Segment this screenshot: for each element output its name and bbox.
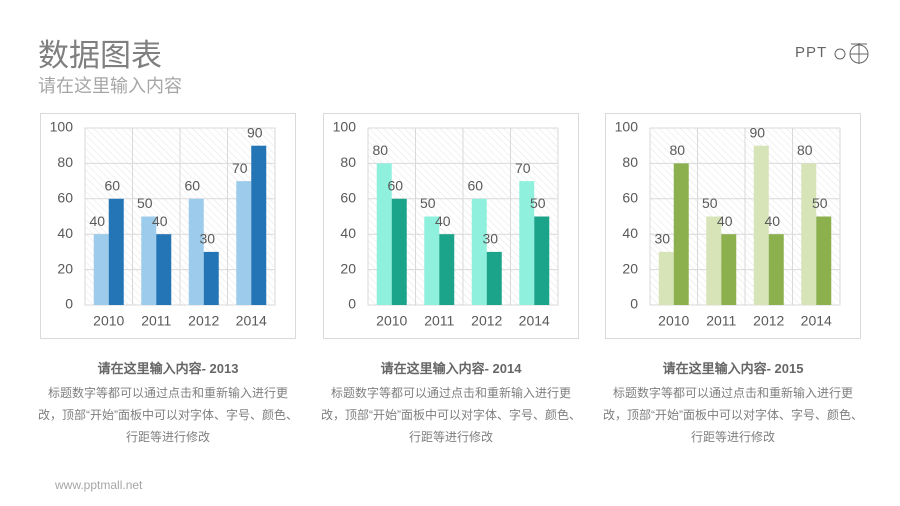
x-tick-label: 2010 xyxy=(93,313,124,329)
bar xyxy=(471,198,487,305)
logo: PPT xyxy=(795,40,874,66)
caption: 请在这里输入内容- 2014 标题数字等都可以通过点击和重新输入进行更改，顶部“开… xyxy=(321,358,581,448)
bar xyxy=(108,198,124,305)
value-label: 80 xyxy=(372,142,388,158)
y-tick-label: 80 xyxy=(622,154,638,170)
y-tick-label: 40 xyxy=(340,225,356,241)
value-label: 40 xyxy=(764,213,780,229)
value-label: 50 xyxy=(137,195,153,211)
value-label: 40 xyxy=(89,213,105,229)
value-label: 60 xyxy=(184,178,200,194)
y-tick-label: 40 xyxy=(622,225,638,241)
caption-text: 标题数字等都可以通过点击和重新输入进行更改，顶部“开始”面板中可以对字体、字号、… xyxy=(38,386,298,444)
y-tick-label: 0 xyxy=(630,296,638,312)
slide-subtitle: 请在这里输入内容 xyxy=(38,76,182,96)
caption: 请在这里输入内容- 2013 标题数字等都可以通过点击和重新输入进行更改，顶部“开… xyxy=(38,358,298,448)
bar xyxy=(486,251,502,305)
charts: 0 20 40 60 80 100 2010 40 60 2011 50 40 2012 60 30 2014… xyxy=(40,113,861,339)
x-tick-label: 2014 xyxy=(519,313,550,329)
value-label: 90 xyxy=(749,124,765,140)
value-label: 50 xyxy=(702,195,718,211)
y-tick-label: 20 xyxy=(622,260,638,276)
value-label: 60 xyxy=(104,178,120,194)
bar xyxy=(376,163,392,305)
bar xyxy=(753,145,769,305)
y-tick-label: 60 xyxy=(340,190,356,206)
bar xyxy=(768,234,784,305)
caption-title: 请在这里输入内容- 2013 xyxy=(97,361,239,376)
value-label: 30 xyxy=(654,231,670,247)
x-tick-label: 2012 xyxy=(471,313,502,329)
x-tick-label: 2014 xyxy=(801,313,832,329)
y-tick-label: 0 xyxy=(348,296,356,312)
x-tick-label: 2012 xyxy=(753,313,784,329)
value-label: 50 xyxy=(812,195,828,211)
bar xyxy=(721,234,737,305)
bar xyxy=(534,216,550,305)
y-tick-label: 80 xyxy=(340,154,356,170)
value-label: 60 xyxy=(387,178,403,194)
bar xyxy=(391,198,407,305)
value-label: 40 xyxy=(717,213,733,229)
caption-text: 标题数字等都可以通过点击和重新输入进行更改，顶部“开始”面板中可以对字体、字号、… xyxy=(603,386,863,444)
y-tick-label: 0 xyxy=(65,296,73,312)
y-tick-label: 60 xyxy=(622,190,638,206)
caption: 请在这里输入内容- 2015 标题数字等都可以通过点击和重新输入进行更改，顶部“开… xyxy=(603,358,863,448)
slide-title: 数据图表 xyxy=(38,38,162,73)
caption-title: 请在这里输入内容- 2015 xyxy=(662,361,804,376)
bar xyxy=(236,181,252,305)
y-tick-label: 60 xyxy=(57,190,73,206)
bar xyxy=(251,145,267,305)
x-tick-label: 2011 xyxy=(424,313,454,329)
y-tick-label: 20 xyxy=(57,260,73,276)
x-tick-label: 2010 xyxy=(376,313,407,329)
bar xyxy=(673,163,689,305)
footer: www.pptmall.net xyxy=(55,478,143,492)
value-label: 40 xyxy=(152,213,168,229)
logo-icon xyxy=(834,43,869,64)
value-label: 40 xyxy=(435,213,451,229)
bar xyxy=(658,251,674,305)
bar xyxy=(706,216,722,305)
bar xyxy=(188,198,204,305)
x-tick-label: 2010 xyxy=(658,313,689,329)
bar xyxy=(93,234,109,305)
bar xyxy=(424,216,440,305)
value-label: 70 xyxy=(232,160,248,176)
value-label: 50 xyxy=(420,195,436,211)
bar xyxy=(801,163,817,305)
logo-text: PPT xyxy=(795,43,827,61)
bar xyxy=(203,251,219,305)
bar xyxy=(439,234,455,305)
y-tick-label: 100 xyxy=(50,119,74,135)
value-label: 30 xyxy=(199,231,215,247)
bar xyxy=(519,181,535,305)
caption-text: 标题数字等都可以通过点击和重新输入进行更改，顶部“开始”面板中可以对字体、字号、… xyxy=(321,386,581,444)
x-tick-label: 2011 xyxy=(141,313,171,329)
bar xyxy=(816,216,832,305)
y-tick-label: 40 xyxy=(57,225,73,241)
value-label: 80 xyxy=(797,142,813,158)
value-label: 30 xyxy=(482,231,498,247)
value-label: 90 xyxy=(247,124,263,140)
bar xyxy=(156,234,172,305)
caption-title: 请在这里输入内容- 2014 xyxy=(380,361,522,376)
value-label: 50 xyxy=(530,195,546,211)
y-tick-label: 80 xyxy=(57,154,73,170)
bar xyxy=(141,216,157,305)
value-label: 60 xyxy=(467,178,483,194)
y-tick-label: 100 xyxy=(615,119,639,135)
y-tick-label: 100 xyxy=(333,119,357,135)
value-label: 80 xyxy=(669,142,685,158)
value-label: 70 xyxy=(515,160,531,176)
x-tick-label: 2012 xyxy=(188,313,219,329)
x-tick-label: 2011 xyxy=(706,313,736,329)
y-tick-label: 20 xyxy=(340,260,356,276)
x-tick-label: 2014 xyxy=(236,313,267,329)
